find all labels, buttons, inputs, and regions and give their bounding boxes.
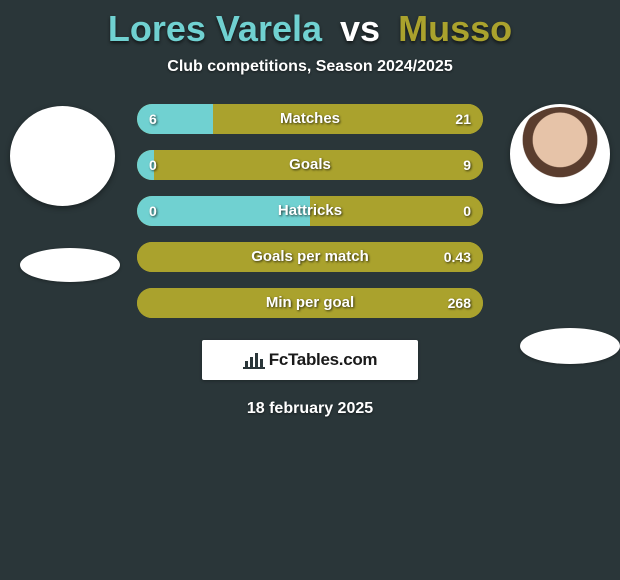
brand-text: FcTables.com bbox=[269, 350, 378, 370]
date-label: 18 february 2025 bbox=[0, 400, 620, 418]
comparison-title: Lores Varela vs Musso bbox=[0, 0, 620, 50]
stat-bars: 621Matches 09Goals 00Hattricks 0.43Goals pe… bbox=[137, 104, 483, 318]
stat-label: Matches bbox=[137, 104, 483, 134]
player-left-avatar bbox=[10, 106, 115, 206]
stat-label: Goals bbox=[137, 150, 483, 180]
brand-badge: FcTables.com bbox=[202, 340, 418, 380]
stat-bar-row: 00Hattricks bbox=[137, 196, 483, 226]
subtitle: Club competitions, Season 2024/2025 bbox=[0, 58, 620, 76]
stat-bar-row: 0.43Goals per match bbox=[137, 242, 483, 272]
player-right-avatar bbox=[510, 104, 610, 204]
brand-chart-icon bbox=[243, 351, 265, 369]
title-vs: vs bbox=[340, 8, 380, 49]
player-right-face bbox=[513, 107, 607, 201]
player-left-flag bbox=[20, 248, 120, 282]
stat-label: Min per goal bbox=[137, 288, 483, 318]
stat-bar-row: 621Matches bbox=[137, 104, 483, 134]
player-right-flag bbox=[520, 328, 620, 364]
stat-bar-row: 268Min per goal bbox=[137, 288, 483, 318]
player-left-name: Lores Varela bbox=[108, 8, 322, 49]
stat-label: Hattricks bbox=[137, 196, 483, 226]
stat-label: Goals per match bbox=[137, 242, 483, 272]
stat-bar-row: 09Goals bbox=[137, 150, 483, 180]
player-right-name: Musso bbox=[398, 8, 512, 49]
